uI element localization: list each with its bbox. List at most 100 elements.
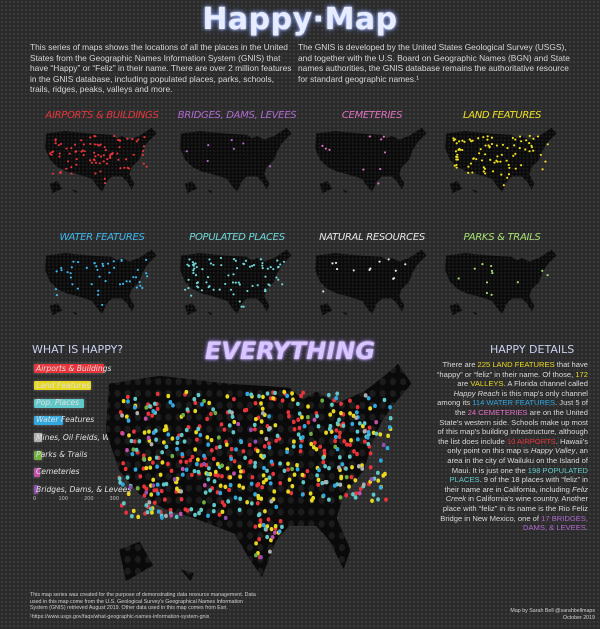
highlight-text: 225 LAND FEATURES [477, 360, 555, 369]
map-point [270, 535, 275, 540]
map-point [194, 430, 198, 435]
map-point [242, 262, 245, 265]
map-point [229, 288, 233, 291]
map-point [211, 509, 216, 514]
map-point [192, 271, 195, 275]
map-point [334, 428, 339, 433]
map-point [484, 172, 487, 175]
map-point [160, 460, 165, 465]
map-point [81, 149, 84, 152]
map-point [206, 442, 211, 447]
map-point [199, 507, 204, 513]
map-point [113, 266, 116, 269]
map-point [516, 281, 519, 284]
map-point [238, 300, 241, 303]
map-point [236, 421, 241, 427]
map-point [366, 430, 371, 435]
map-point [169, 468, 174, 474]
highlight-text: 198 POPULATED PLACES [449, 465, 588, 485]
details-text: . A Florida channel called [503, 379, 588, 389]
map-point [485, 281, 489, 284]
map-point [105, 162, 109, 165]
map-point [286, 461, 290, 466]
map-point [541, 168, 544, 171]
map-point [103, 146, 106, 149]
map-point [335, 421, 340, 426]
map-label: Parks & Trails [463, 232, 541, 243]
map-point [309, 441, 314, 447]
map-point [290, 391, 294, 396]
map-point [520, 164, 523, 167]
map-point [98, 162, 101, 165]
map-point [113, 135, 116, 138]
map-point [480, 159, 484, 162]
map-label: Airports & Buildings [45, 110, 159, 121]
map-point [142, 430, 147, 435]
map-point [118, 283, 122, 286]
map-point [253, 416, 258, 422]
map-point [461, 139, 464, 142]
map-point [70, 172, 73, 175]
map-point [145, 510, 150, 515]
small-map [175, 124, 299, 198]
footnote-url[interactable]: ¹https://www.usgs.gov/faqs/what-geograph… [30, 613, 210, 620]
map-point [190, 472, 194, 478]
map-point [152, 401, 157, 406]
map-point [220, 463, 224, 468]
map-point [261, 480, 266, 485]
map-point [207, 466, 211, 471]
map-point [214, 445, 219, 450]
map-point [169, 513, 174, 518]
map-point [452, 139, 456, 142]
map-point [472, 157, 475, 160]
map-point [192, 264, 195, 267]
map-point [126, 399, 130, 404]
map-point [276, 266, 280, 269]
map-point [256, 481, 261, 487]
map-point [382, 135, 385, 138]
map-point [148, 465, 153, 470]
map-point [121, 398, 126, 404]
map-point [129, 438, 134, 444]
map-point [192, 269, 195, 272]
map-point [273, 423, 278, 428]
map-point [54, 142, 57, 145]
map-point [97, 144, 101, 147]
small-map [310, 124, 434, 198]
map-point [286, 489, 290, 494]
map-point [477, 137, 480, 140]
map-point [338, 482, 343, 487]
map-point [381, 442, 386, 448]
map-point [150, 510, 154, 515]
map-point [348, 398, 352, 403]
map-point [75, 150, 78, 153]
map-point [65, 147, 68, 150]
map-point [368, 268, 371, 272]
map-point [171, 403, 175, 408]
map-point [179, 489, 184, 494]
map-point [174, 514, 179, 520]
map-point [262, 444, 267, 449]
map-point [223, 515, 228, 521]
map-point [193, 408, 198, 414]
map-point [344, 493, 349, 498]
map-point [367, 425, 372, 430]
map-point [333, 438, 338, 444]
map-point [55, 270, 58, 273]
map-point [309, 498, 314, 503]
map-point [268, 165, 272, 168]
map-point [120, 413, 124, 418]
map-point [490, 142, 494, 146]
map-point [388, 405, 392, 410]
map-point [54, 138, 57, 141]
map-point [334, 261, 338, 265]
map-point [147, 500, 152, 505]
map-point [124, 510, 129, 515]
map-point [394, 269, 397, 272]
map-point [54, 288, 58, 291]
map-point [518, 135, 522, 138]
map-point [289, 490, 294, 496]
map-point [356, 464, 361, 469]
map-point [298, 444, 303, 449]
map-point [142, 145, 146, 148]
